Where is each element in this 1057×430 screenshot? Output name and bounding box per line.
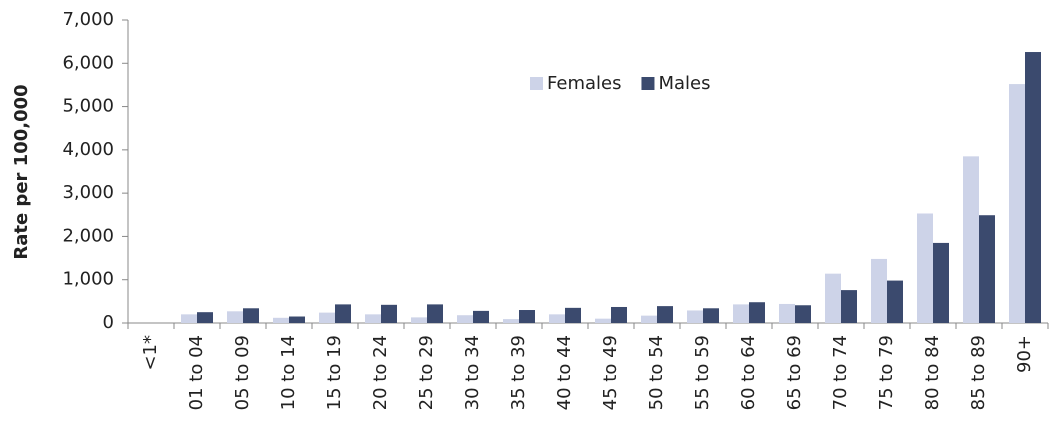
x-tick-label: 30 to 34 xyxy=(462,335,483,410)
bar xyxy=(779,303,795,323)
y-tick-label: 3,000 xyxy=(62,182,114,203)
bar xyxy=(595,318,611,323)
bar xyxy=(381,304,397,323)
x-tick-label: 85 to 89 xyxy=(968,335,989,410)
x-tick-label: 05 to 09 xyxy=(232,335,253,410)
y-tick-label: 6,000 xyxy=(62,52,114,73)
bar xyxy=(473,310,489,323)
x-tick-label: 60 to 64 xyxy=(738,335,759,410)
bar xyxy=(243,308,259,323)
bar xyxy=(427,304,443,323)
bar xyxy=(687,310,703,323)
bar xyxy=(933,242,949,323)
x-tick-label: 40 to 44 xyxy=(554,335,575,410)
x-tick-label: 55 to 59 xyxy=(692,335,713,410)
bar xyxy=(979,215,995,323)
x-tick-label: 80 to 84 xyxy=(922,335,943,410)
bar xyxy=(319,312,335,323)
x-tick-label: 70 to 74 xyxy=(830,335,851,410)
bar xyxy=(289,316,305,323)
bar xyxy=(365,314,381,323)
x-tick-label: 75 to 79 xyxy=(876,335,897,410)
bar xyxy=(703,308,719,323)
y-axis-label: Rate per 100,000 xyxy=(11,84,32,259)
bar xyxy=(197,312,213,323)
bar xyxy=(273,317,289,323)
x-tick-label: 20 to 24 xyxy=(370,335,391,410)
x-tick-label: 90+ xyxy=(1014,335,1035,373)
bar xyxy=(335,304,351,323)
x-tick-label: 65 to 69 xyxy=(784,335,805,410)
bar xyxy=(181,314,197,323)
y-tick-label: 2,000 xyxy=(62,225,114,246)
x-tick-label: 01 to 04 xyxy=(186,335,207,410)
x-tick-label: 15 to 19 xyxy=(324,335,345,410)
y-tick-label: 5,000 xyxy=(62,96,114,117)
bar xyxy=(871,258,887,323)
x-tick-label: 45 to 49 xyxy=(600,335,621,410)
legend-swatch xyxy=(641,77,655,90)
bar xyxy=(411,317,427,323)
x-tick-label: 25 to 29 xyxy=(416,335,437,410)
bar xyxy=(519,310,535,323)
y-tick-label: 1,000 xyxy=(62,269,114,290)
y-tick-label: 7,000 xyxy=(62,9,114,30)
bar xyxy=(1009,84,1025,323)
y-tick-label: 4,000 xyxy=(62,139,114,160)
legend-label: Females xyxy=(547,73,621,94)
bar xyxy=(749,302,765,323)
bar xyxy=(963,156,979,323)
x-tick-label: 50 to 54 xyxy=(646,335,667,410)
y-tick-label: 0 xyxy=(103,312,114,333)
bar xyxy=(657,306,673,323)
bar xyxy=(549,314,565,323)
bar xyxy=(503,319,519,323)
bar xyxy=(227,311,243,323)
bar xyxy=(611,306,627,323)
bar xyxy=(887,280,903,323)
bar xyxy=(841,290,857,323)
x-tick-label: <1* xyxy=(140,335,161,371)
bar xyxy=(641,315,657,323)
x-tick-label: 10 to 14 xyxy=(278,335,299,410)
bar xyxy=(825,273,841,323)
x-tick-label: 35 to 39 xyxy=(508,335,529,410)
bar xyxy=(795,305,811,323)
bar xyxy=(457,315,473,323)
bar xyxy=(565,307,581,323)
bar xyxy=(733,304,749,323)
legend-label: Males xyxy=(658,73,710,94)
bar xyxy=(1025,52,1041,323)
legend-swatch xyxy=(530,77,543,90)
bar xyxy=(917,213,933,323)
